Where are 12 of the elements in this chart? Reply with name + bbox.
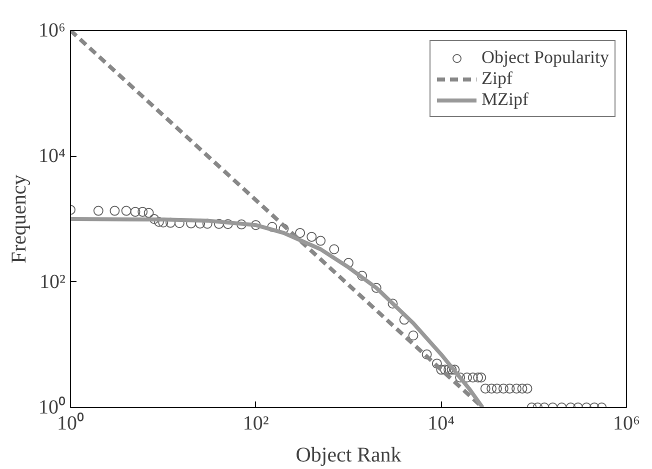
legend-label: MZipf [482, 89, 529, 110]
x-axis-title: Object Rank [296, 442, 402, 466]
x-tick-label: 10² [242, 412, 269, 434]
y-tick-label: 10² [40, 270, 66, 293]
legend-label: Zipf [482, 68, 513, 89]
legend-label: Object Popularity [482, 47, 609, 68]
x-tick-label: 10⁶ [613, 412, 640, 434]
x-tick-label: 10⁰ [57, 412, 84, 434]
y-axis-title: Frequency [6, 174, 30, 264]
y-tick-label: 10⁴ [38, 145, 66, 168]
y-tick-label: 10⁶ [38, 20, 66, 42]
x-tick-label: 10⁴ [428, 412, 455, 434]
